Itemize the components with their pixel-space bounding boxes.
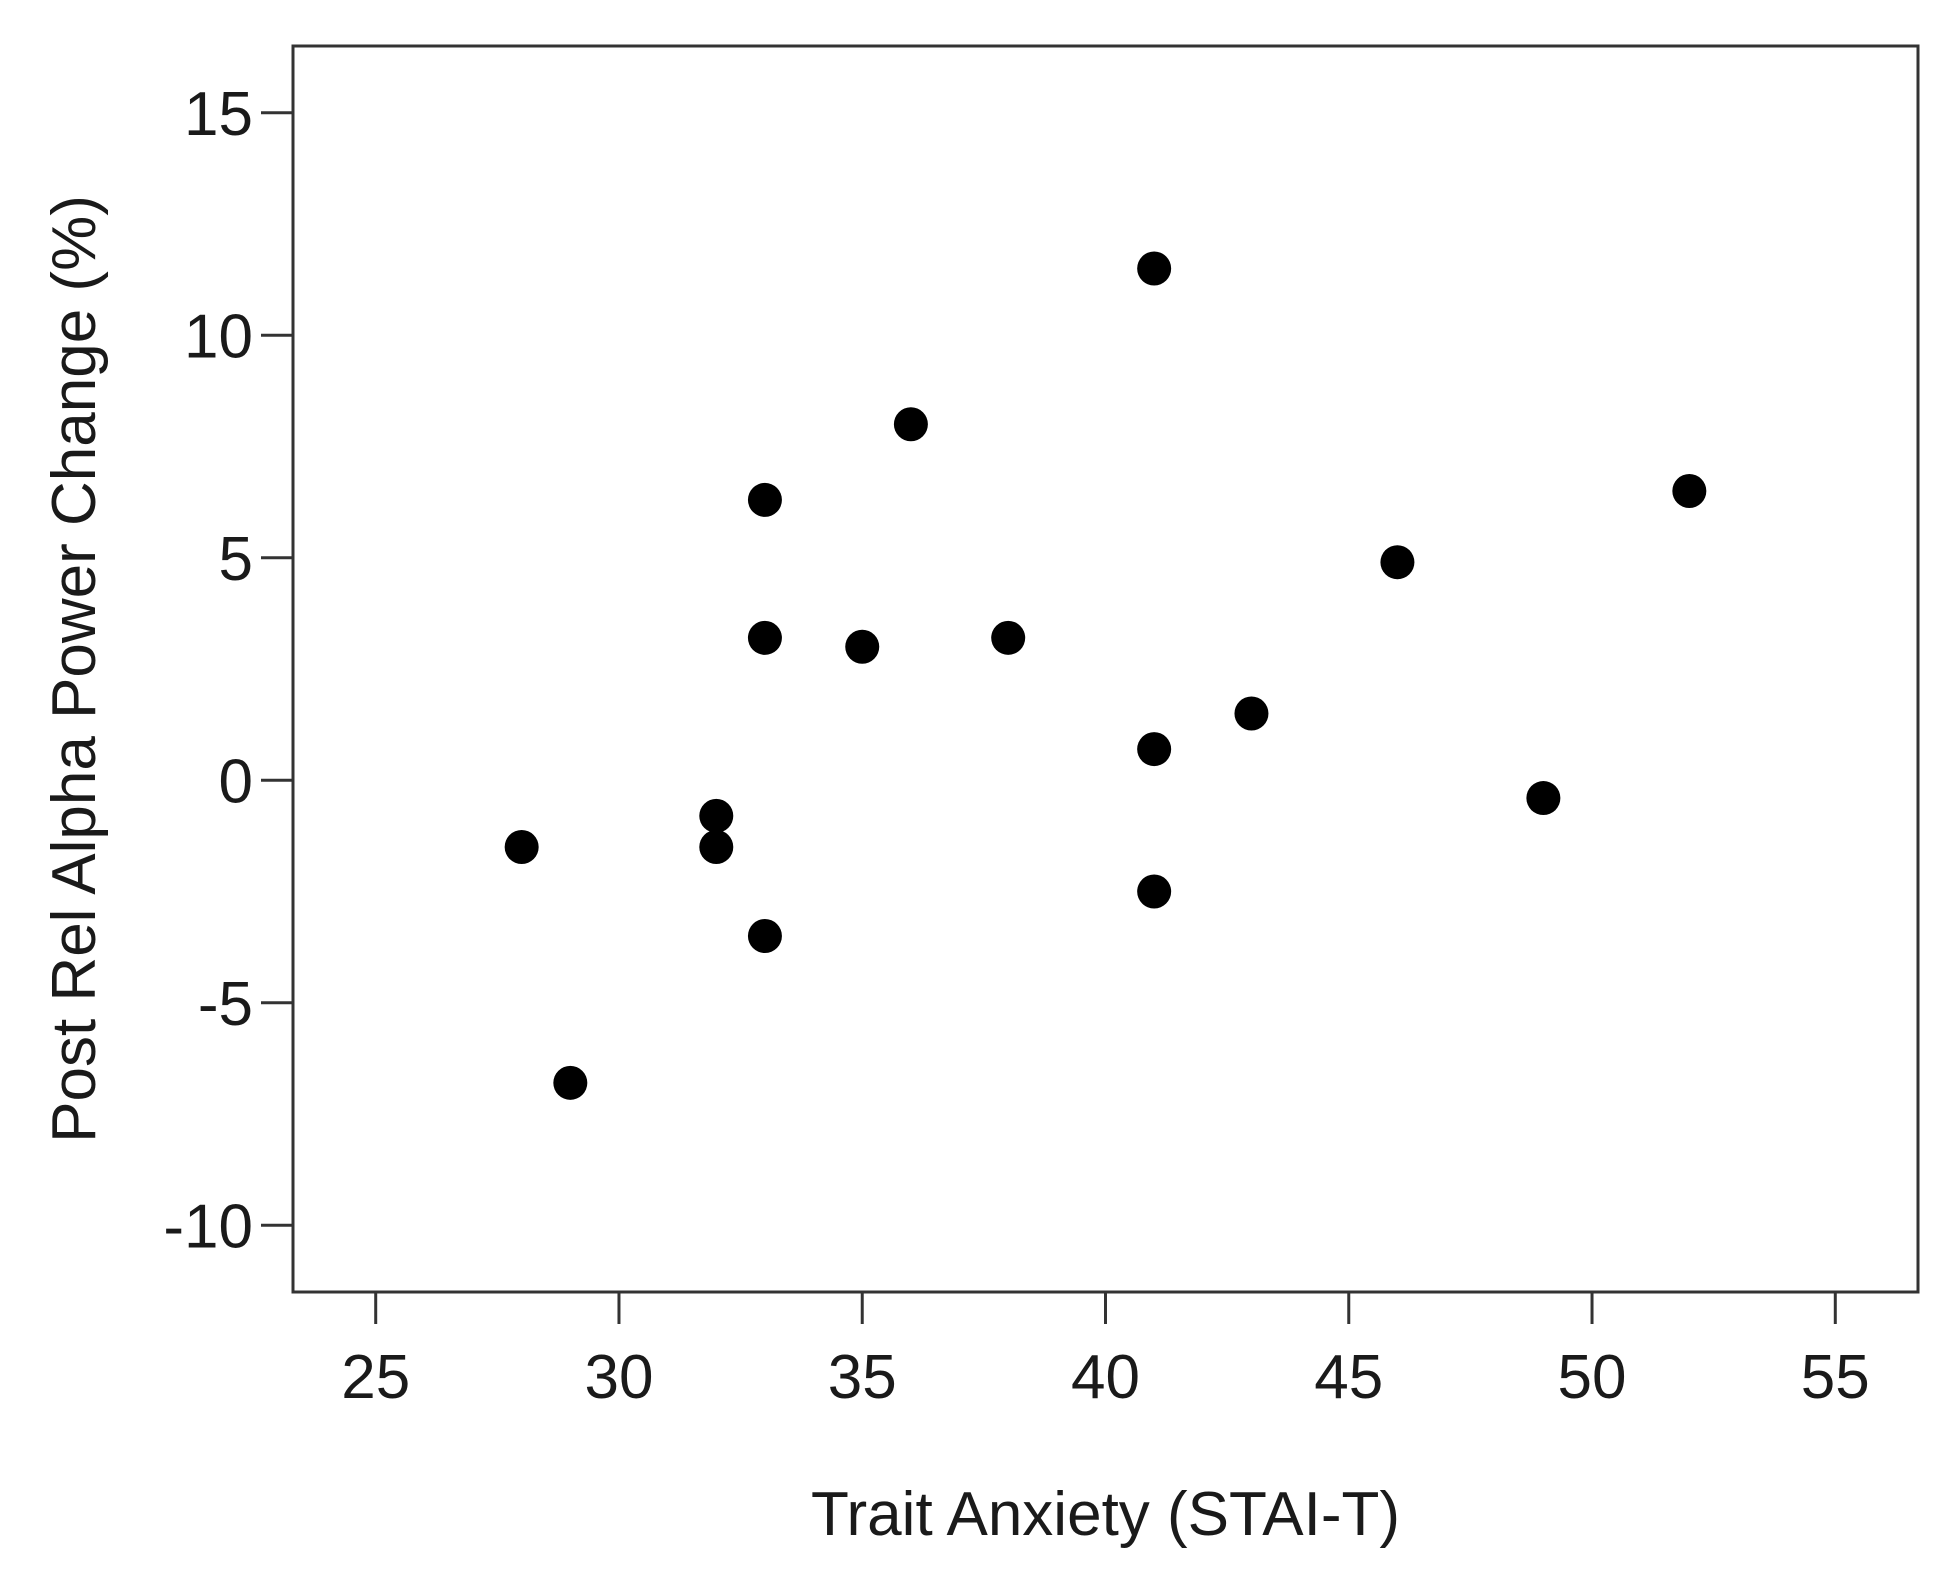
- data-point: [504, 830, 539, 864]
- y-tick-label: 0: [219, 747, 253, 816]
- y-tick-label: 15: [184, 80, 253, 149]
- data-point: [845, 629, 880, 664]
- data-point: [1137, 874, 1172, 909]
- data-point: [699, 798, 734, 833]
- x-tick-label: 35: [828, 1343, 897, 1412]
- plot-frame: [291, 44, 1920, 1294]
- data-point: [747, 620, 782, 655]
- data-point: [1234, 696, 1269, 731]
- data-point: [1672, 474, 1707, 508]
- x-axis-title: Trait Anxiety (STAI-T): [811, 1480, 1400, 1549]
- x-tick-label: 25: [341, 1343, 410, 1412]
- y-tick-label: -5: [198, 970, 253, 1039]
- data-point: [1137, 251, 1172, 286]
- x-tick-label: 30: [584, 1343, 653, 1412]
- x-tick-label: 45: [1314, 1343, 1383, 1412]
- data-point: [893, 407, 928, 442]
- y-tick-label: 10: [184, 302, 253, 371]
- y-axis-ticks: -10 -5 0 5 10 15: [163, 80, 293, 1261]
- data-point: [747, 919, 782, 953]
- data-point: [747, 482, 782, 517]
- x-tick-label: 55: [1801, 1343, 1870, 1412]
- y-tick-label: 5: [219, 525, 253, 594]
- x-tick-label: 40: [1071, 1343, 1140, 1412]
- data-point: [1380, 545, 1415, 580]
- data-point: [699, 830, 734, 864]
- y-axis-title: Post Rel Alpha Power Change (%): [40, 195, 109, 1143]
- data-points: [504, 251, 1707, 1100]
- data-point: [1137, 732, 1172, 767]
- x-tick-label: 50: [1558, 1343, 1627, 1412]
- data-point: [553, 1065, 588, 1100]
- data-point: [1526, 781, 1561, 816]
- y-tick-label: -10: [163, 1192, 253, 1261]
- x-axis-ticks: 25 30 35 40 45 50 55: [341, 1292, 1870, 1412]
- data-point: [991, 620, 1026, 655]
